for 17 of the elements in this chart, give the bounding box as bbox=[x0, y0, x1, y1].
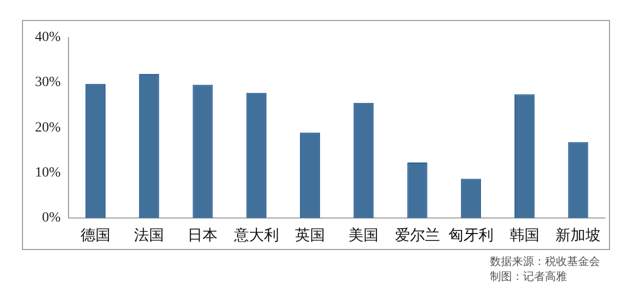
x-tick-label: 德国 bbox=[80, 228, 110, 244]
x-tick-label: 新加坡 bbox=[556, 226, 601, 244]
x-tick-label: 韩国 bbox=[510, 226, 540, 244]
y-tick-label: 30% bbox=[34, 75, 61, 90]
x-tick-label: 爱尔兰 bbox=[394, 226, 440, 244]
x-tick-label: 法国 bbox=[134, 226, 164, 244]
text: 制图：记者高雅 bbox=[490, 269, 568, 284]
x-tick-label: 英国 bbox=[295, 226, 326, 244]
source-note: 数据来源：税收基金会 bbox=[490, 254, 601, 269]
y-tick-label: 10% bbox=[34, 166, 61, 181]
y-tick-label: 0% bbox=[42, 210, 61, 226]
y-tick-label: 20% bbox=[34, 120, 61, 136]
x-tick-label: 美国 bbox=[348, 226, 379, 244]
x-tick-label: 日本 bbox=[188, 226, 218, 244]
x-tick-label: 意大利 bbox=[232, 226, 279, 244]
y-tick-label: 40% bbox=[34, 30, 61, 46]
x-tick-label: 匈牙利 bbox=[448, 226, 494, 244]
